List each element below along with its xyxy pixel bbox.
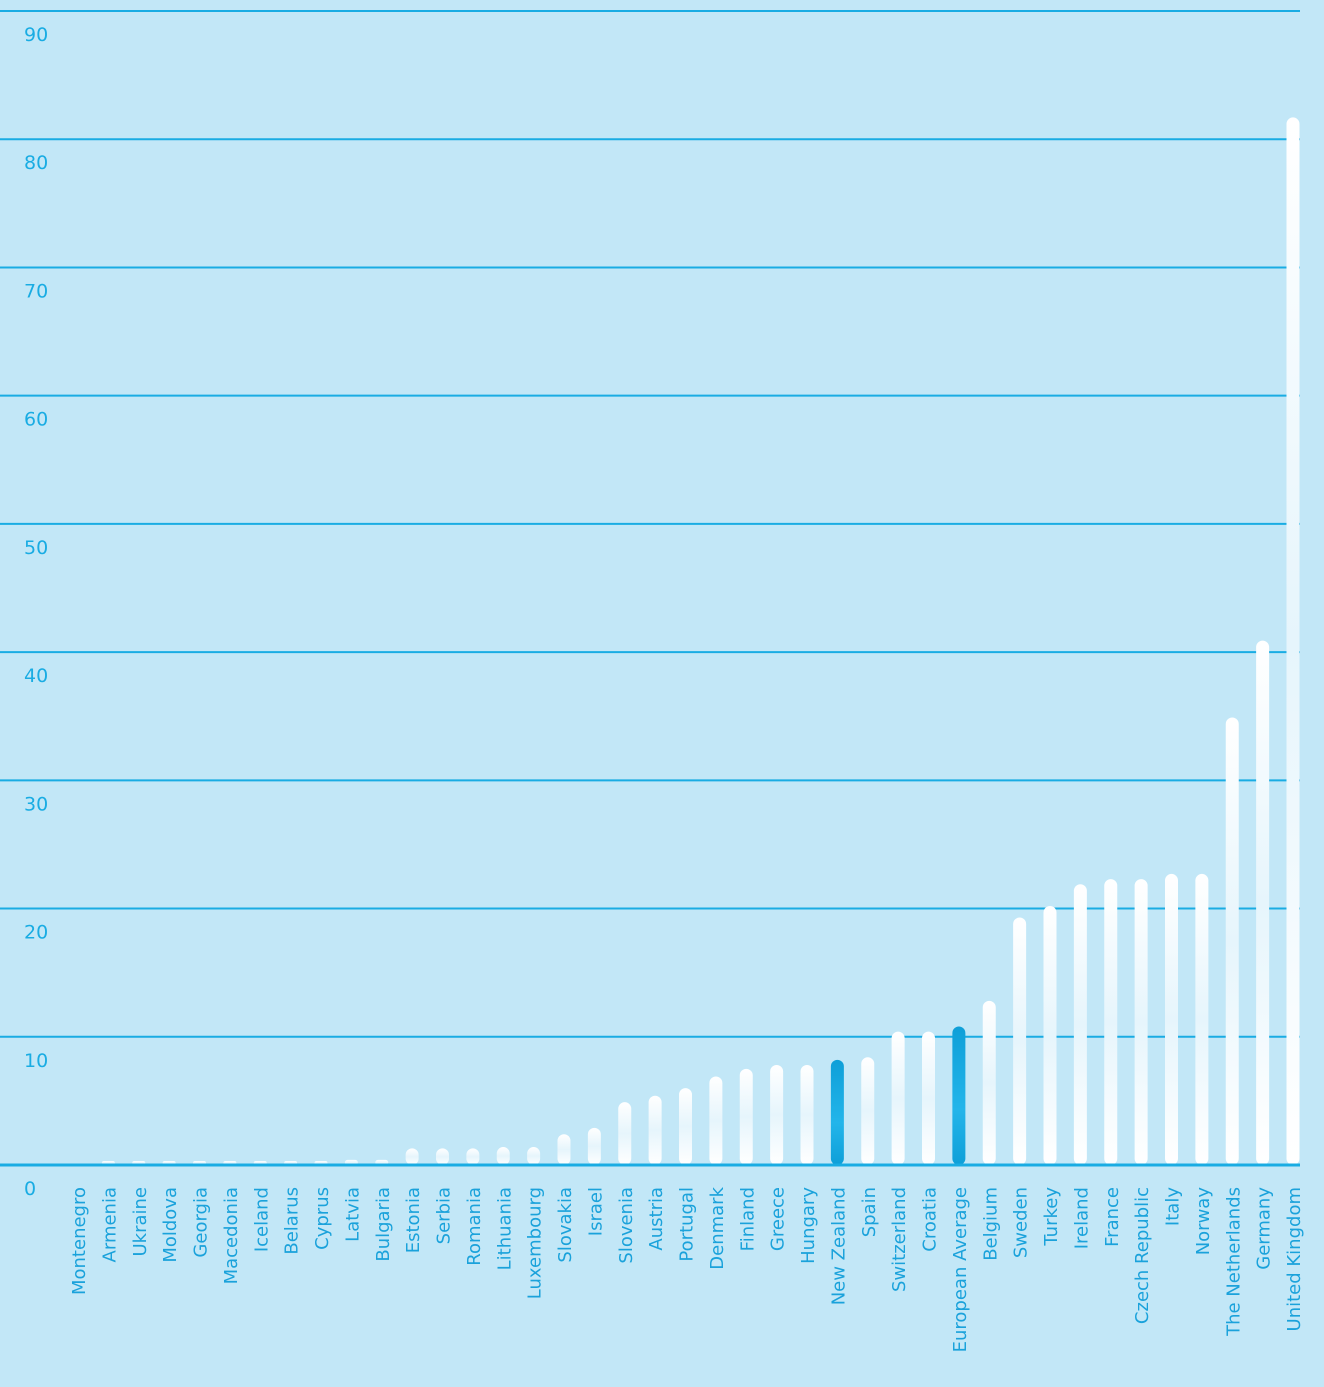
bar-denmark	[709, 1076, 723, 1165]
y-tick-label-10: 10	[24, 1050, 48, 1072]
x-label-luxembourg: Luxembourg	[525, 1187, 546, 1299]
bar-hungary	[800, 1064, 814, 1165]
x-label-france: France	[1102, 1187, 1123, 1247]
bar-european-average	[952, 1026, 966, 1165]
x-label-norway: Norway	[1193, 1187, 1214, 1256]
x-label-lithuania: Lithuania	[494, 1187, 515, 1270]
bar-slovenia	[618, 1102, 632, 1165]
bar-united-kingdom	[1286, 117, 1300, 1166]
bar-italy	[1165, 873, 1178, 1165]
x-label-new-zealand: New Zealand	[828, 1187, 849, 1305]
bar-israel	[587, 1127, 601, 1165]
bar-portugal	[679, 1088, 692, 1165]
bar-spain	[861, 1057, 875, 1165]
y-tick-label-20: 20	[24, 922, 48, 944]
x-label-latvia: Latvia	[342, 1187, 363, 1242]
x-label-switzerland: Switzerland	[889, 1187, 910, 1292]
bar-serbia	[436, 1148, 449, 1165]
x-label-cyprus: Cyprus	[312, 1187, 333, 1250]
x-label-croatia: Croatia	[920, 1187, 941, 1252]
bar-finland	[739, 1068, 753, 1165]
x-label-iceland: Iceland	[251, 1187, 272, 1252]
bar-switzerland	[891, 1031, 905, 1165]
x-label-european-average: European Average	[950, 1187, 971, 1352]
x-label-montenegro: Montenegro	[69, 1187, 90, 1295]
bar-croatia	[922, 1031, 935, 1165]
bar-sweden	[1013, 917, 1027, 1165]
x-label-ireland: Ireland	[1071, 1187, 1092, 1249]
bar-greece	[770, 1064, 784, 1165]
x-label-finland: Finland	[737, 1187, 758, 1251]
bar-france	[1104, 879, 1118, 1165]
bar-new-zealand	[830, 1059, 844, 1165]
bar-romania	[466, 1148, 480, 1165]
bar-slovakia	[557, 1134, 571, 1165]
x-label-sweden: Sweden	[1011, 1187, 1032, 1258]
x-label-georgia: Georgia	[191, 1187, 212, 1258]
gridlines	[0, 10, 1300, 1038]
x-label-serbia: Serbia	[434, 1187, 455, 1244]
x-label-italy: Italy	[1163, 1187, 1184, 1226]
x-label-greece: Greece	[768, 1187, 789, 1251]
x-label-bulgaria: Bulgaria	[373, 1187, 394, 1262]
x-label-armenia: Armenia	[99, 1187, 120, 1262]
bars	[0, 117, 1300, 1167]
x-label-portugal: Portugal	[677, 1187, 698, 1262]
x-label-israel: Israel	[585, 1187, 606, 1236]
x-label-czech-republic: Czech Republic	[1132, 1187, 1153, 1324]
x-label-turkey: Turkey	[1041, 1187, 1062, 1247]
bar-luxembourg	[527, 1147, 541, 1165]
x-label-macedonia: Macedonia	[221, 1187, 242, 1284]
y-tick-label-50: 50	[24, 537, 48, 559]
x-label-hungary: Hungary	[798, 1187, 819, 1264]
x-label-romania: Romania	[464, 1187, 485, 1266]
x-label-moldova: Moldova	[160, 1187, 181, 1263]
x-label-belgium: Belgium	[980, 1187, 1001, 1261]
y-axis-ticks: 0 10 20 30 40 50 60 70 80 90	[24, 24, 48, 1200]
bar-germany	[1256, 640, 1270, 1165]
y-tick-label-90: 90	[24, 24, 48, 46]
y-tick-label-30: 30	[24, 793, 48, 815]
bar-norway	[1195, 873, 1209, 1165]
x-label-austria: Austria	[646, 1187, 667, 1251]
x-label-slovenia: Slovenia	[616, 1187, 637, 1264]
y-tick-label-40: 40	[24, 665, 48, 687]
x-label-spain: Spain	[859, 1187, 880, 1237]
x-label-united-kingdom: United Kingdom	[1284, 1187, 1305, 1331]
x-label-germany: Germany	[1254, 1187, 1275, 1270]
bar-austria	[648, 1095, 662, 1165]
bar-turkey	[1043, 905, 1057, 1165]
bar-ireland	[1073, 884, 1087, 1165]
x-label-the-netherlands: The Netherlands	[1223, 1187, 1244, 1337]
bar-estonia	[405, 1148, 419, 1165]
bar-the-netherlands	[1225, 717, 1239, 1165]
x-axis-labels: Montenegro Armenia Ukraine Moldova Georgia Ma…	[69, 1186, 1305, 1352]
bar-lithuania	[496, 1147, 510, 1165]
y-tick-label-80: 80	[24, 152, 48, 174]
y-tick-label-0: 0	[24, 1178, 36, 1200]
x-label-belarus: Belarus	[282, 1187, 303, 1255]
x-label-denmark: Denmark	[707, 1186, 728, 1269]
y-tick-label-70: 70	[24, 280, 48, 302]
bar-belgium	[982, 1000, 996, 1165]
x-label-ukraine: Ukraine	[130, 1187, 151, 1257]
y-tick-label-60: 60	[24, 409, 48, 431]
bar-czech-republic	[1134, 879, 1148, 1165]
x-label-estonia: Estonia	[403, 1187, 424, 1253]
x-label-slovakia: Slovakia	[555, 1187, 576, 1263]
